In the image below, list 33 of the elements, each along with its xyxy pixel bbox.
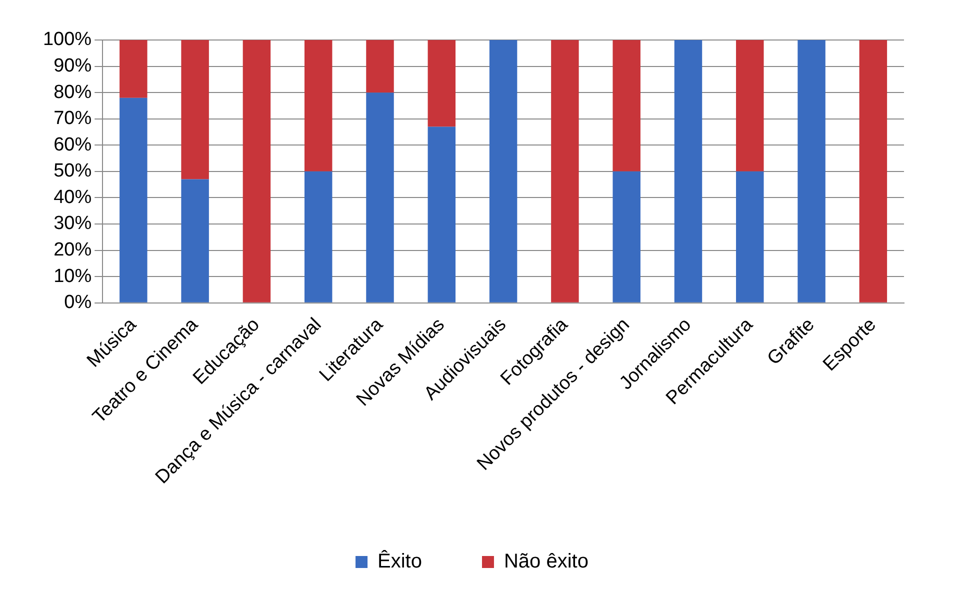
y-tick-label: 20% [54,240,92,260]
bar [736,171,764,302]
y-tick-label: 10% [54,266,92,287]
bar [366,92,394,302]
y-tick-label: 30% [54,213,92,234]
bar [428,40,456,127]
bar [428,126,456,302]
y-tick-label: 90% [54,56,92,77]
y-tick-label: 60% [54,134,92,156]
y-tick-label: 70% [54,108,92,130]
bar [736,40,764,172]
bar [304,40,332,172]
bar [366,40,394,93]
y-tick-label: 0% [64,292,92,314]
legend-label: Não êxito [504,550,588,573]
y-tick-label: 40% [54,186,92,208]
y-tick-label: 100% [42,29,92,50]
bar [798,40,826,302]
bar [551,40,579,302]
bar [242,40,271,302]
bar [612,40,640,172]
bar [674,40,702,302]
y-tick-label: 50% [54,160,92,182]
bar [181,179,209,302]
legend-label: Êxito [378,550,422,573]
bar [120,40,148,98]
bar [304,171,332,302]
bar [120,98,148,302]
bar [181,40,209,180]
y-tick-label: 80% [54,82,92,103]
bar [859,40,888,302]
bar [489,40,518,302]
bar [612,171,640,302]
